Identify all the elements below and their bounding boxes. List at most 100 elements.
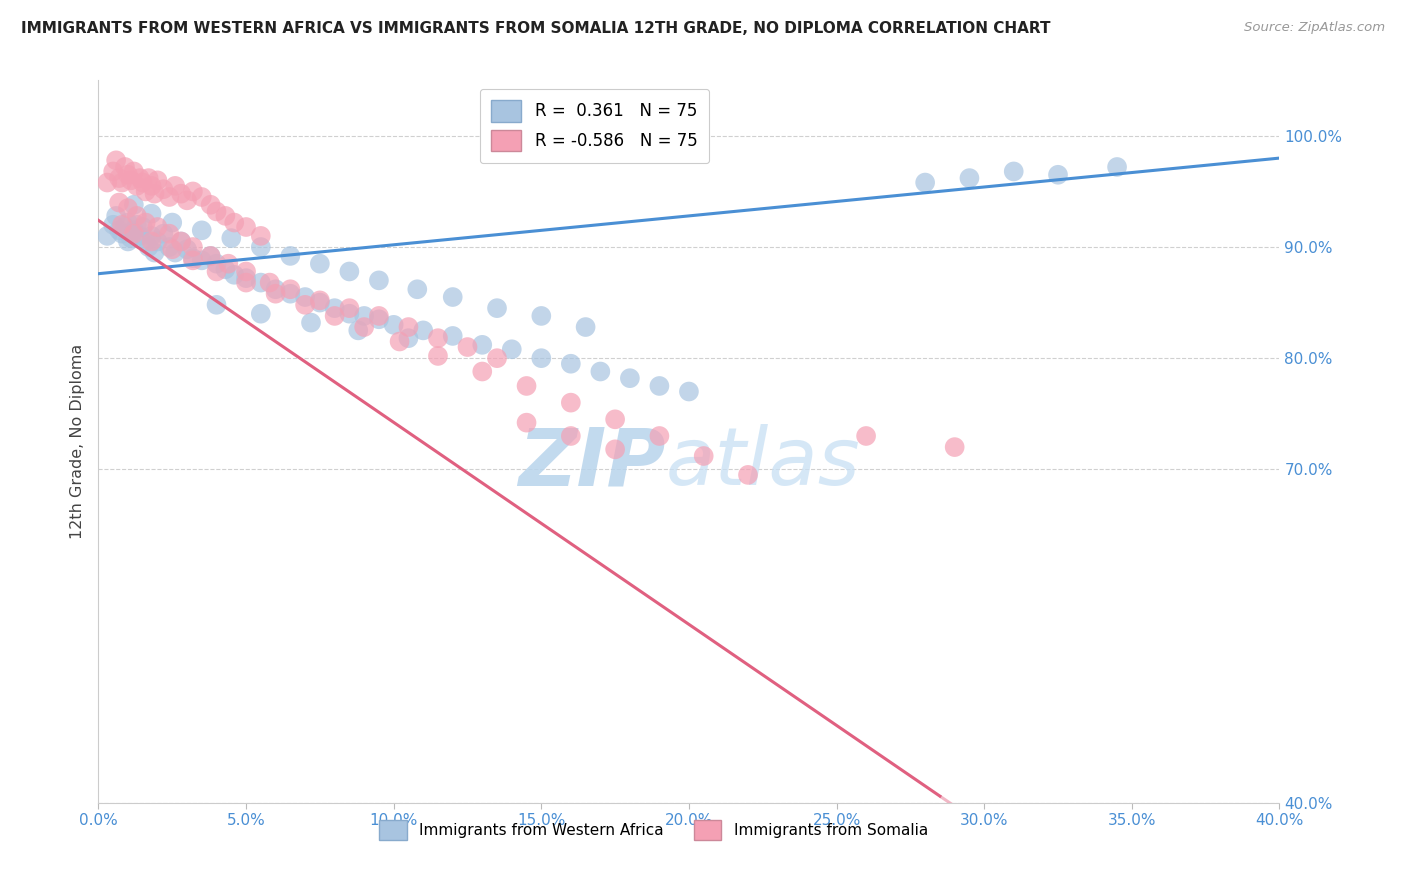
Point (122, 223, 145, 237)
Point (605, 412, 627, 426)
Point (108, 195, 131, 210)
Point (200, 198, 222, 212)
Point (165, 178, 187, 193)
Point (457, 340, 479, 354)
Point (412, 323, 434, 337)
Point (339, 307, 361, 321)
Point (120, 231, 142, 245)
Point (323, 301, 346, 315)
Point (914, 176, 936, 190)
Point (398, 331, 420, 345)
Point (105, 209, 128, 223)
Point (103, 218, 125, 232)
Point (181, 240, 204, 254)
Point (280, 249, 302, 263)
Point (1107, 160, 1129, 174)
Point (368, 273, 391, 287)
Point (141, 207, 163, 221)
Point (146, 173, 169, 187)
Point (205, 257, 228, 271)
Point (152, 227, 174, 241)
Point (605, 442, 627, 457)
Point (157, 227, 180, 241)
Point (135, 185, 157, 199)
Point (141, 235, 163, 249)
Point (235, 271, 257, 285)
Point (141, 178, 163, 193)
Point (191, 190, 214, 204)
Point (1002, 164, 1025, 178)
Point (143, 186, 166, 201)
Point (205, 204, 228, 219)
Point (152, 182, 174, 196)
Point (264, 286, 287, 301)
Point (135, 235, 157, 249)
Point (441, 290, 464, 304)
Point (368, 312, 391, 326)
Point (200, 249, 222, 263)
Point (105, 153, 128, 168)
Point (280, 282, 302, 296)
Point (516, 416, 538, 430)
Point (191, 253, 214, 268)
Point (111, 227, 134, 241)
Point (128, 171, 150, 186)
Point (125, 209, 148, 223)
Point (486, 301, 509, 315)
Point (943, 440, 966, 454)
Point (122, 164, 145, 178)
Point (165, 245, 187, 260)
Text: IMMIGRANTS FROM WESTERN AFRICA VS IMMIGRANTS FROM SOMALIA 12TH GRADE, NO DIPLOMA: IMMIGRANTS FROM WESTERN AFRICA VS IMMIGR… (21, 21, 1050, 36)
Point (138, 240, 160, 254)
Point (117, 201, 139, 215)
Point (427, 349, 450, 363)
Point (619, 371, 641, 385)
Point (516, 379, 538, 393)
Point (294, 298, 316, 312)
Point (157, 240, 180, 254)
Point (353, 309, 375, 323)
Point (181, 253, 204, 268)
Point (200, 249, 222, 263)
Point (135, 216, 157, 230)
Point (125, 178, 148, 193)
Point (170, 235, 193, 249)
Point (141, 228, 163, 243)
Point (309, 293, 332, 308)
Point (170, 235, 193, 249)
Text: Source: ZipAtlas.com: Source: ZipAtlas.com (1244, 21, 1385, 34)
Text: ZIP: ZIP (517, 425, 665, 502)
Point (111, 176, 134, 190)
Point (406, 282, 429, 296)
Point (114, 219, 136, 234)
Point (224, 216, 246, 230)
Point (120, 173, 142, 187)
Point (339, 301, 361, 315)
Point (737, 467, 759, 482)
Point (146, 219, 169, 234)
Point (368, 309, 391, 323)
Point (855, 429, 877, 443)
Point (299, 316, 322, 330)
Y-axis label: 12th Grade, No Diploma: 12th Grade, No Diploma (70, 344, 86, 539)
Point (560, 429, 582, 443)
Point (181, 251, 204, 265)
Point (294, 290, 316, 304)
Point (205, 264, 228, 278)
Point (125, 218, 148, 232)
Point (217, 257, 239, 271)
Point (250, 240, 273, 254)
Point (132, 219, 155, 234)
Point (108, 171, 131, 186)
Point (114, 160, 136, 174)
Point (214, 209, 236, 223)
Point (122, 227, 145, 241)
Point (176, 194, 198, 208)
Point (221, 231, 243, 245)
Point (575, 320, 598, 334)
Point (648, 429, 671, 443)
Point (471, 364, 494, 378)
Point (959, 171, 981, 186)
Point (214, 262, 236, 277)
Point (250, 276, 273, 290)
